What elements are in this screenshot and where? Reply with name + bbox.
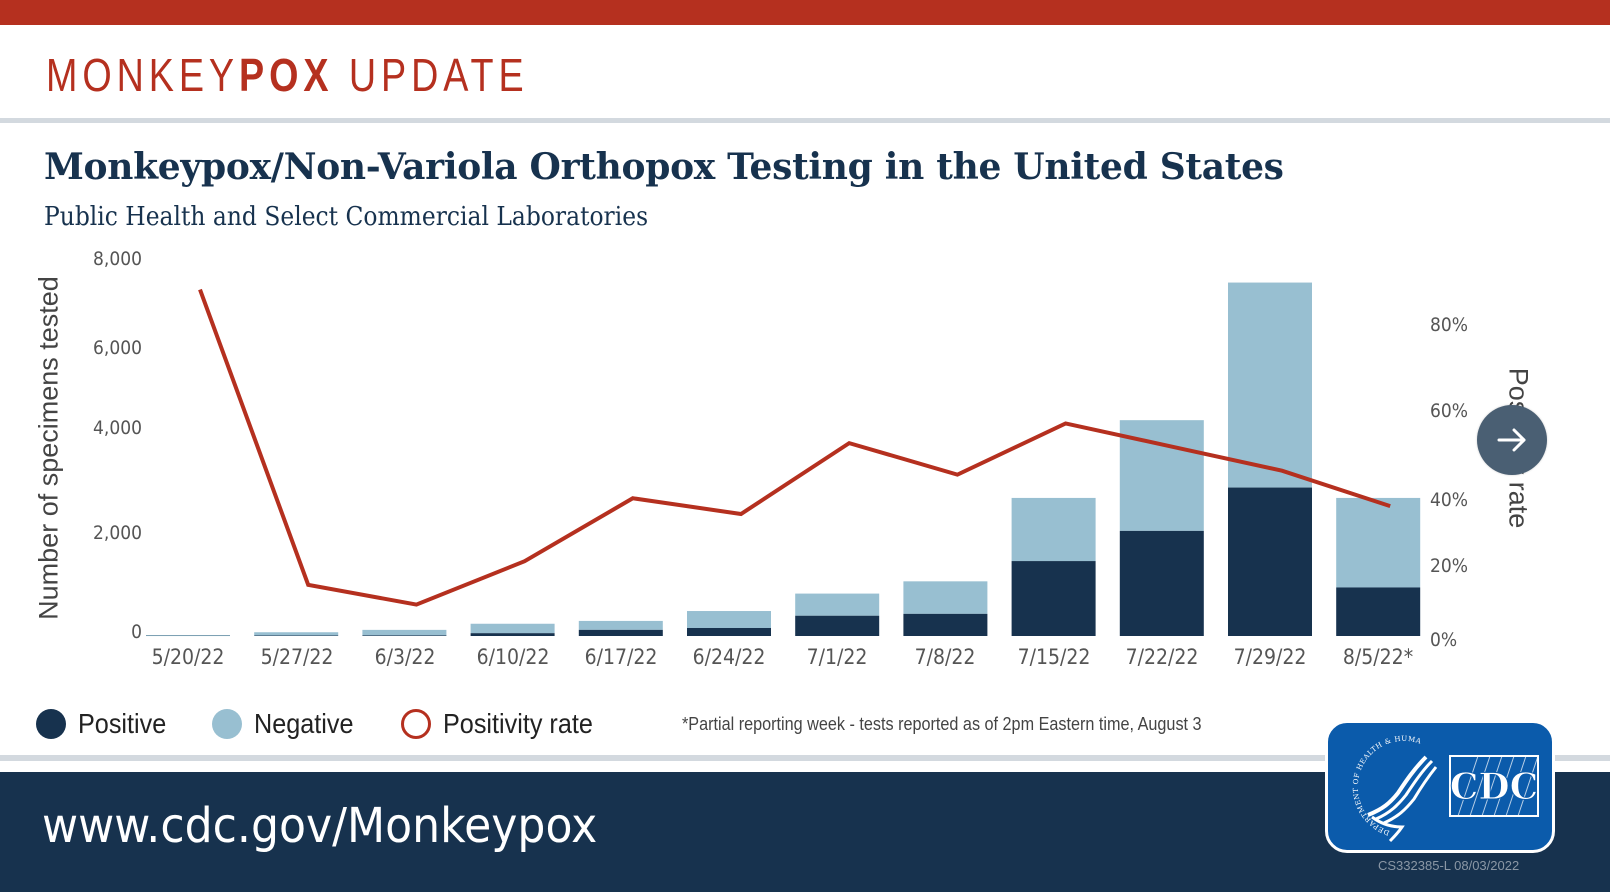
y-tick-right: 40% (1430, 489, 1469, 511)
bar-negative (1228, 282, 1312, 488)
bar-positive (578, 629, 663, 636)
brand-bold: POX (239, 49, 334, 101)
rate-swatch-icon (400, 709, 431, 739)
bar-positive (795, 615, 880, 636)
brand-light-1: MONKEY (46, 49, 240, 101)
x-tick: 5/20/22 (151, 645, 225, 669)
positivity-rate-line (198, 288, 1391, 607)
x-tick: 7/22/22 (1125, 645, 1199, 669)
x-tick: 6/3/22 (374, 645, 436, 669)
bar-negative (146, 635, 230, 637)
bar-negative (470, 623, 555, 634)
legend-item-rate: Positivity rate (400, 708, 610, 740)
bar-negative (578, 620, 663, 630)
hhs-cdc-logo: DEPARTMENT OF HEALTH & HUMAN SERVICES · … (1324, 717, 1555, 853)
bar-negative (795, 593, 880, 616)
y-axis-label-left: Number of specimens tested (33, 276, 64, 620)
legend-item-positive: Positive (36, 708, 176, 740)
next-slide-button[interactable] (1477, 405, 1547, 475)
legend-item-negative: Negative (212, 708, 365, 740)
website-link[interactable]: www.cdc.gov/Monkeypox (42, 798, 598, 854)
bar-positive (903, 613, 988, 636)
top-accent-bar (0, 0, 1610, 25)
x-tick: 7/15/22 (1017, 645, 1091, 669)
y-tick-left: 4,000 (93, 417, 142, 439)
y-tick-left: 8,000 (93, 248, 142, 270)
footnote: *Partial reporting week - tests reported… (682, 714, 1202, 734)
bar-positive (1336, 587, 1421, 636)
bar-negative (362, 629, 447, 636)
document-code: CS332385-L 08/03/2022 (1378, 858, 1520, 873)
bar-positive (687, 627, 771, 636)
bar-negative (903, 581, 988, 614)
chart-plot (146, 282, 1421, 637)
footer-divider (0, 755, 1610, 761)
x-tick: 7/29/22 (1233, 645, 1307, 669)
x-tick: 7/1/22 (806, 645, 868, 669)
bar-positive (1011, 561, 1096, 636)
y-tick-left: 0 (131, 621, 142, 643)
y-tick-left: 2,000 (93, 522, 142, 544)
svg-text:CDC: CDC (1450, 766, 1539, 808)
bar-positive (1228, 487, 1312, 636)
bar-negative (687, 611, 771, 628)
x-tick: 8/5/22* (1342, 645, 1414, 669)
legend-label: Positivity rate (442, 708, 593, 739)
x-tick: 7/8/22 (914, 645, 976, 669)
bar-negative (1011, 497, 1096, 562)
bar-positive (362, 635, 447, 636)
x-tick: 6/17/22 (584, 645, 658, 669)
bar-negative (254, 632, 339, 636)
cdc-logo-icon: DEPARTMENT OF HEALTH & HUMAN SERVICES · … (1324, 717, 1539, 843)
negative-swatch-icon (212, 709, 243, 739)
x-tick: 6/10/22 (476, 645, 550, 669)
y-tick-left: 6,000 (93, 337, 142, 359)
chart-legend: Positive Negative Positivity rate (36, 706, 645, 742)
bar-positive (1119, 530, 1204, 636)
legend-label: Negative (254, 708, 354, 739)
legend-label: Positive (78, 708, 167, 739)
bar-negative (1336, 497, 1421, 588)
bar-positive (470, 633, 555, 636)
brand-light-2: UPDATE (333, 49, 529, 101)
arrow-right-icon (1497, 428, 1526, 452)
x-tick: 5/27/22 (260, 645, 334, 669)
chart-subtitle: Public Health and Select Commercial Labo… (44, 202, 649, 232)
y-tick-right: 60% (1430, 400, 1469, 422)
header-divider (0, 118, 1610, 123)
chart-title: Monkeypox/Non-Variola Orthopox Testing i… (44, 146, 1284, 188)
x-tick: 6/24/22 (692, 645, 766, 669)
y-tick-right: 0% (1430, 629, 1458, 651)
chart-area: 8,000 6,000 4,000 2,000 0 80% 60% 40% 20… (0, 240, 1610, 690)
y-tick-right: 20% (1430, 555, 1469, 577)
y-tick-right: 80% (1430, 314, 1469, 336)
brand-title: MONKEYPOX UPDATE (46, 48, 529, 102)
positive-swatch-icon (36, 709, 66, 739)
